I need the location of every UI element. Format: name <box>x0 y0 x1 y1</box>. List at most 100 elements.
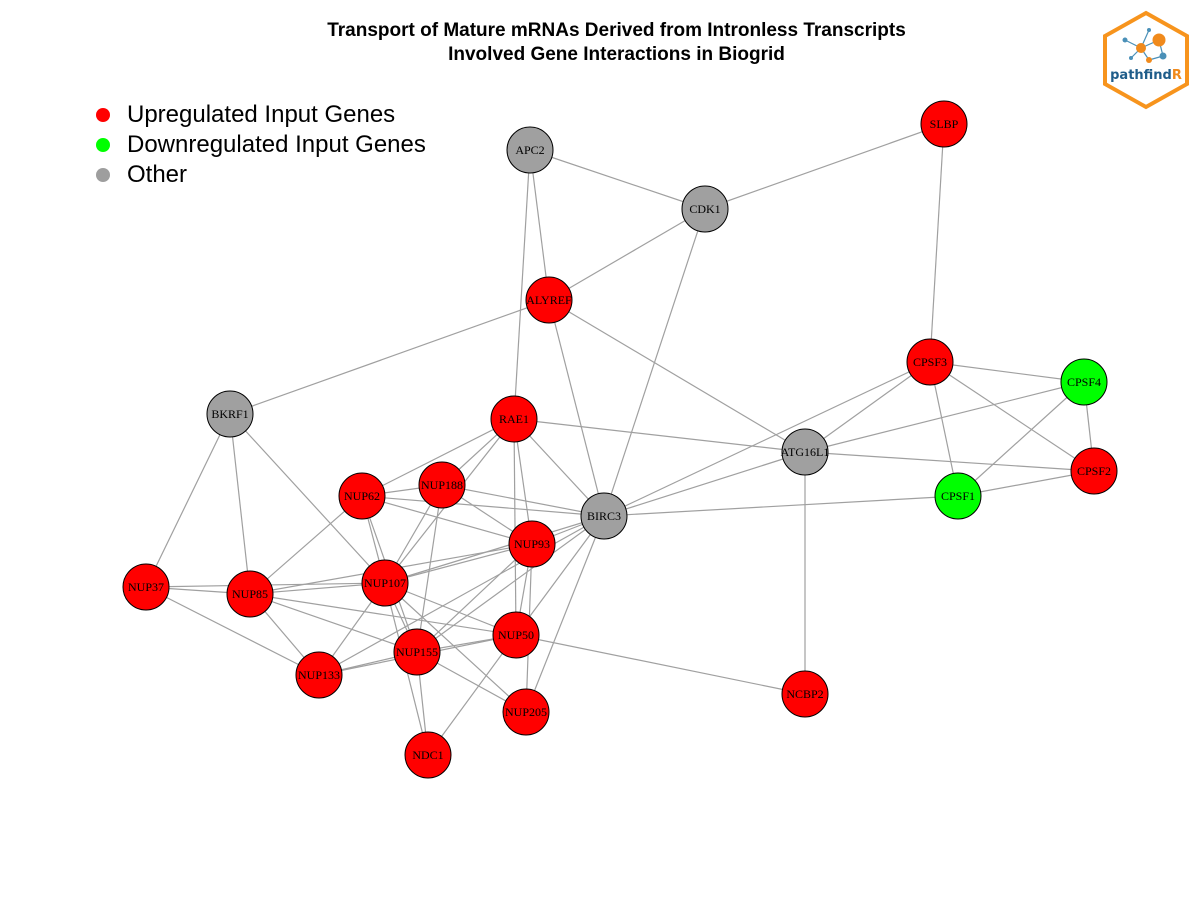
node-label-nup107: NUP107 <box>364 576 406 590</box>
network-edges <box>145 123 1095 756</box>
edge-cpsf2-atg16l1 <box>804 451 1095 472</box>
node-label-nup85: NUP85 <box>232 587 268 601</box>
node-circle-nup62 <box>338 472 386 520</box>
logo-text-accent: R <box>1171 68 1182 83</box>
edge-nup62-nup93 <box>361 495 533 545</box>
edge-birc3-nup205 <box>525 515 605 713</box>
node-atg16l1: ATG16L1 <box>781 428 830 476</box>
edge-nup85-nup155 <box>249 593 418 653</box>
node-label-bkrf1: BKRF1 <box>211 407 248 421</box>
edge-cpsf3-cpsf4 <box>929 361 1085 383</box>
node-alyref: ALYREF <box>525 276 573 324</box>
node-circle-cpsf4 <box>1060 358 1108 406</box>
edge-birc3-cpsf1 <box>603 495 959 517</box>
edge-nup188-nup155 <box>416 484 443 653</box>
node-birc3: BIRC3 <box>580 492 628 540</box>
legend-item-downregulated: Downregulated Input Genes <box>96 130 426 160</box>
edge-slbp-cpsf3 <box>929 123 945 363</box>
edge-bkrf1-nup107 <box>229 413 386 584</box>
edge-nup85-nup50 <box>249 593 517 636</box>
node-circle-nup188 <box>418 461 466 509</box>
node-label-nup205: NUP205 <box>505 705 547 719</box>
node-circle-cpsf1 <box>934 472 982 520</box>
node-circle-nup50 <box>492 611 540 659</box>
node-slbp: SLBP <box>920 100 968 148</box>
node-label-rae1: RAE1 <box>499 412 529 426</box>
node-label-cdk1: CDK1 <box>689 202 720 216</box>
node-label-cpsf4: CPSF4 <box>1067 375 1101 389</box>
node-nup50: NUP50 <box>492 611 540 659</box>
legend-dot-other <box>96 168 110 182</box>
edge-cpsf4-cpsf1 <box>957 381 1085 497</box>
node-label-ndc1: NDC1 <box>412 748 443 762</box>
node-nup107: NUP107 <box>361 559 409 607</box>
node-label-nup155: NUP155 <box>396 645 438 659</box>
node-circle-nup205 <box>502 688 550 736</box>
edge-alyref-bkrf1 <box>229 299 550 415</box>
legend-label-downregulated: Downregulated Input Genes <box>127 131 426 158</box>
node-label-nup37: NUP37 <box>128 580 164 594</box>
edge-bkrf1-nup37 <box>145 413 231 588</box>
edge-alyref-atg16l1 <box>548 299 806 453</box>
node-nup93: NUP93 <box>508 520 556 568</box>
node-cpsf2: CPSF2 <box>1070 447 1118 495</box>
legend-label-other: Other <box>127 161 188 188</box>
node-label-cpsf3: CPSF3 <box>913 355 947 369</box>
node-circle-rae1 <box>490 395 538 443</box>
node-circle-ncbp2 <box>781 670 829 718</box>
edge-birc3-nup133 <box>318 515 605 676</box>
node-circle-slbp <box>920 100 968 148</box>
node-label-cpsf2: CPSF2 <box>1077 464 1111 478</box>
edge-bkrf1-nup85 <box>229 413 251 595</box>
edge-cpsf3-cpsf2 <box>929 361 1095 472</box>
node-circle-alyref <box>525 276 573 324</box>
node-circle-nup107 <box>361 559 409 607</box>
edge-nup50-ndc1 <box>427 634 517 756</box>
edge-nup50-ncbp2 <box>515 634 806 695</box>
edge-atg16l1-rae1 <box>513 418 806 453</box>
node-cpsf1: CPSF1 <box>934 472 982 520</box>
edge-nup62-nup85 <box>249 495 363 595</box>
node-nup188: NUP188 <box>418 461 466 509</box>
node-label-slbp: SLBP <box>930 117 959 131</box>
edge-nup188-birc3 <box>441 484 605 517</box>
node-label-nup133: NUP133 <box>298 668 340 682</box>
node-cdk1: CDK1 <box>681 185 729 233</box>
edge-cpsf3-atg16l1 <box>804 361 931 453</box>
legend-dot-downregulated <box>96 138 110 152</box>
edge-alyref-birc3 <box>548 299 605 517</box>
node-apc2: APC2 <box>506 126 554 174</box>
node-label-alyref: ALYREF <box>526 293 572 307</box>
node-bkrf1: BKRF1 <box>206 390 254 438</box>
node-cpsf3: CPSF3 <box>906 338 954 386</box>
legend-item-other: Other <box>96 160 426 190</box>
edge-nup37-nup133 <box>145 586 320 676</box>
node-circle-cdk1 <box>681 185 729 233</box>
node-circle-bkrf1 <box>206 390 254 438</box>
node-nup62: NUP62 <box>338 472 386 520</box>
network-nodes: APC2 SLBP CDK1 ALYREF CPSF3 CPSF4 BKRF1 RAE1 ATG… <box>122 100 1118 779</box>
edge-slbp-cdk1 <box>704 123 945 210</box>
logo-text: pathfindR <box>1101 68 1191 83</box>
node-ndc1: NDC1 <box>404 731 452 779</box>
node-circle-nup133 <box>295 651 343 699</box>
logo-text-main: pathfind <box>1110 68 1172 83</box>
edge-nup93-nup107 <box>384 543 533 584</box>
edge-rae1-nup50 <box>513 418 517 636</box>
edge-nup62-birc3 <box>361 495 605 517</box>
node-cpsf4: CPSF4 <box>1060 358 1108 406</box>
edge-cdk1-alyref <box>548 208 706 301</box>
edge-birc3-atg16l1 <box>603 451 806 517</box>
node-nup37: NUP37 <box>122 563 170 611</box>
node-label-nup62: NUP62 <box>344 489 380 503</box>
edge-birc3-nup155 <box>416 515 605 653</box>
node-label-nup188: NUP188 <box>421 478 463 492</box>
node-circle-nup93 <box>508 520 556 568</box>
edge-birc3-nup50 <box>515 515 605 636</box>
node-label-atg16l1: ATG16L1 <box>781 445 830 459</box>
legend-label-upregulated: Upregulated Input Genes <box>127 101 396 128</box>
node-nup155: NUP155 <box>393 628 441 676</box>
node-nup205: NUP205 <box>502 688 550 736</box>
node-rae1: RAE1 <box>490 395 538 443</box>
